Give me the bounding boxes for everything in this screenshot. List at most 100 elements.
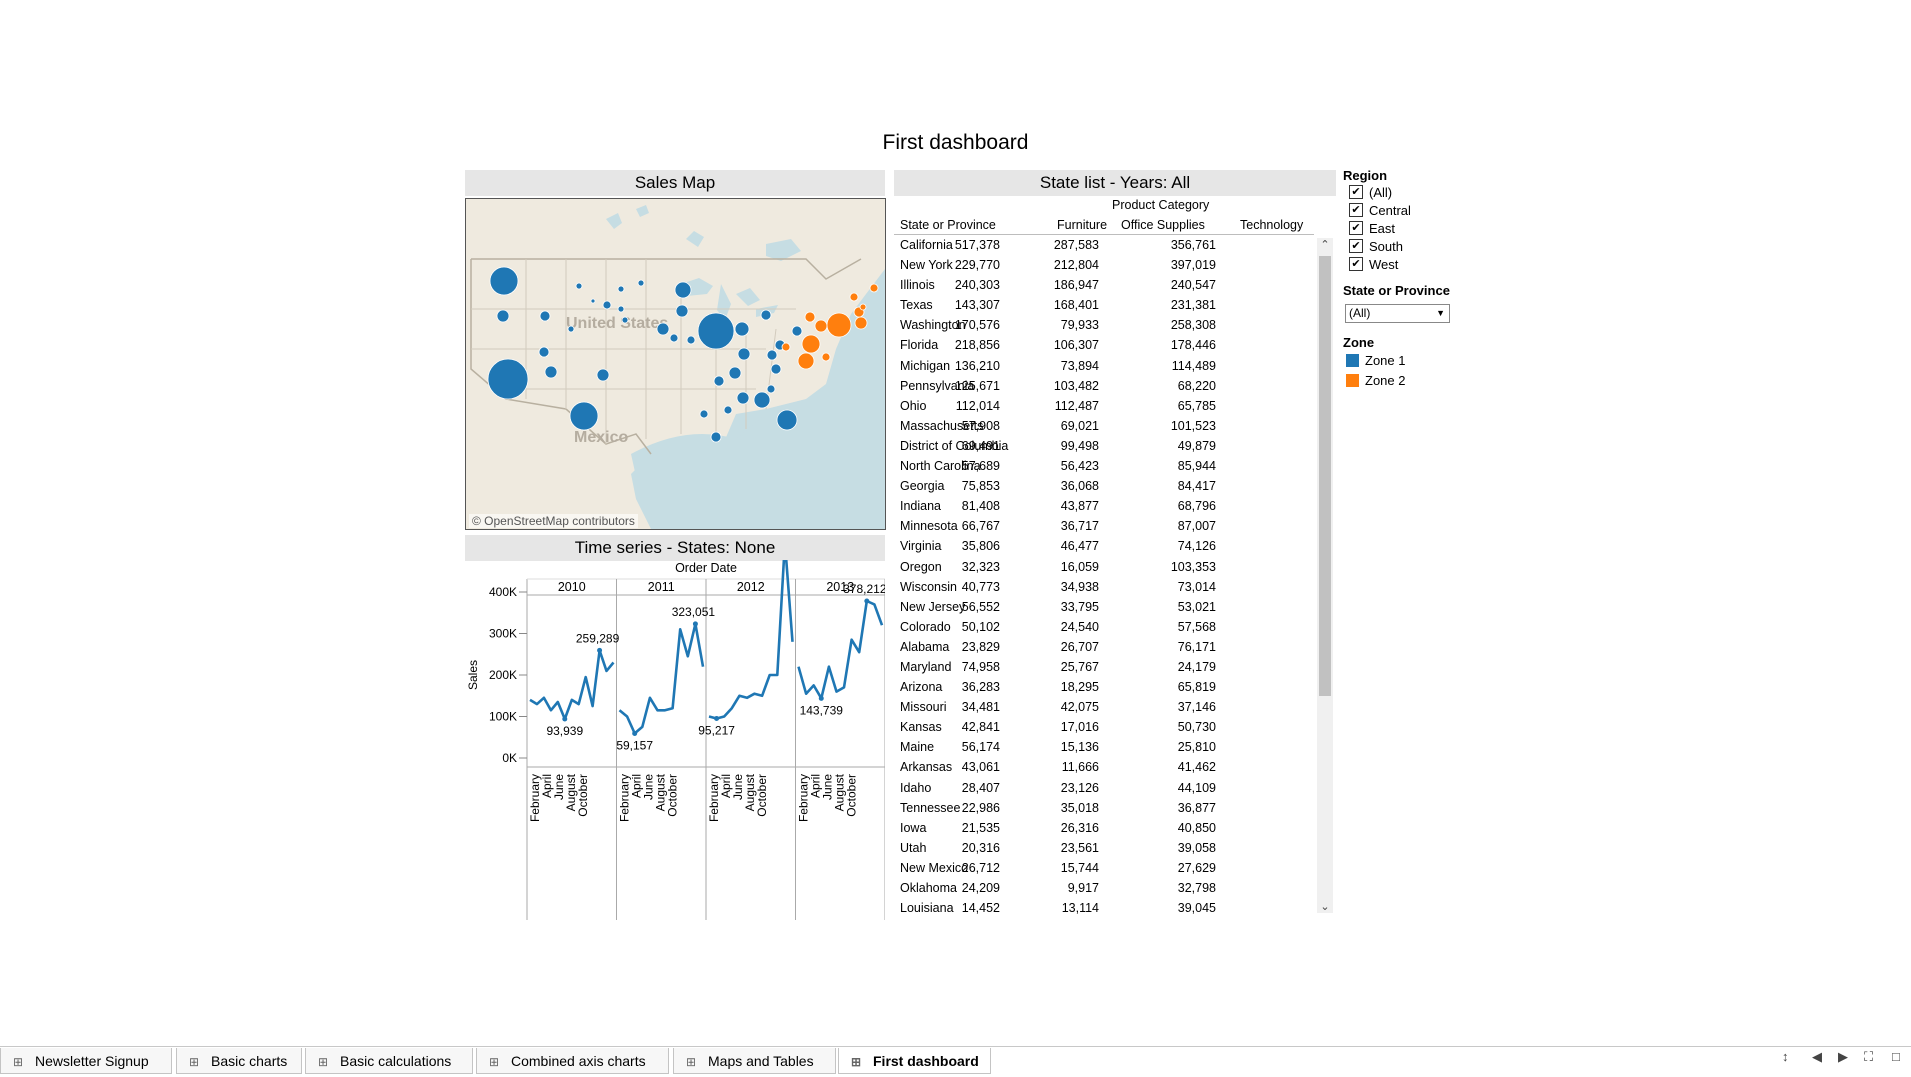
sheet-tab[interactable]: ⊞First dashboard bbox=[838, 1048, 991, 1074]
prev-sheet-icon[interactable]: ◀ bbox=[1812, 1049, 1822, 1065]
map-bubble-zone1[interactable] bbox=[597, 369, 609, 381]
checkbox-checked-icon[interactable]: ✔ bbox=[1349, 221, 1363, 235]
map-bubble-zone1[interactable] bbox=[754, 392, 770, 408]
map-bubble-zone1[interactable] bbox=[738, 348, 750, 360]
checkbox-checked-icon[interactable]: ✔ bbox=[1349, 239, 1363, 253]
sales-map[interactable]: United States Mexico © OpenStreetMap con… bbox=[465, 198, 886, 530]
map-bubble-zone2[interactable] bbox=[850, 293, 858, 301]
scroll-down-icon[interactable]: ⌄ bbox=[1317, 900, 1333, 913]
map-bubble-zone1[interactable] bbox=[687, 336, 695, 344]
map-bubble-zone2[interactable] bbox=[805, 312, 815, 322]
region-option[interactable]: ✔Central bbox=[1343, 201, 1473, 219]
map-bubble-zone1[interactable] bbox=[737, 392, 749, 404]
checkbox-checked-icon[interactable]: ✔ bbox=[1349, 203, 1363, 217]
map-bubble-zone1[interactable] bbox=[735, 322, 749, 336]
map-canvas[interactable]: United States Mexico bbox=[466, 199, 885, 529]
sheet-tab[interactable]: ⊞Maps and Tables bbox=[673, 1048, 836, 1074]
fullscreen-icon[interactable]: ⛶ bbox=[1864, 1049, 1873, 1065]
map-bubble-zone1[interactable] bbox=[570, 402, 598, 430]
map-bubble-zone1[interactable] bbox=[490, 267, 518, 295]
map-bubble-zone2[interactable] bbox=[827, 313, 851, 337]
map-bubble-zone2[interactable] bbox=[782, 343, 790, 351]
map-bubble-zone1[interactable] bbox=[711, 432, 721, 442]
map-bubble-zone2[interactable] bbox=[822, 353, 830, 361]
map-bubble-zone2[interactable] bbox=[802, 335, 820, 353]
scroll-up-icon[interactable]: ⌃ bbox=[1317, 238, 1333, 251]
col-header-office-supplies[interactable]: Office Supplies bbox=[1121, 218, 1205, 232]
comment-icon[interactable]: □ bbox=[1892, 1049, 1900, 1064]
sheet-tab[interactable]: ⊞Basic calculations bbox=[305, 1048, 473, 1074]
map-bubble-zone1[interactable] bbox=[670, 334, 678, 342]
checkbox-checked-icon[interactable]: ✔ bbox=[1349, 257, 1363, 271]
timeseries-chart[interactable]: Order DateSales0K100K200K300K400K500K201… bbox=[465, 560, 885, 920]
state-dropdown[interactable]: (All) ▼ bbox=[1345, 304, 1450, 323]
map-bubble-zone1[interactable] bbox=[618, 286, 624, 292]
checkbox-checked-icon[interactable]: ✔ bbox=[1349, 185, 1363, 199]
map-bubble-zone2[interactable] bbox=[855, 317, 867, 329]
map-bubble-zone1[interactable] bbox=[497, 310, 509, 322]
zone-legend-item[interactable]: Zone 2 bbox=[1343, 370, 1473, 390]
map-bubble-zone1[interactable] bbox=[568, 326, 574, 332]
map-bubble-zone1[interactable] bbox=[603, 301, 611, 309]
map-bubble-zone1[interactable] bbox=[771, 364, 781, 374]
sheet-tab[interactable]: ⊞Basic charts bbox=[176, 1048, 302, 1074]
map-bubble-zone1[interactable] bbox=[729, 367, 741, 379]
map-bubble-zone2[interactable] bbox=[815, 320, 827, 332]
map-bubble-zone1[interactable] bbox=[618, 306, 624, 312]
map-bubble-zone1[interactable] bbox=[767, 385, 775, 393]
map-bubble-zone1[interactable] bbox=[767, 350, 777, 360]
map-bubble-zone1[interactable] bbox=[622, 317, 628, 323]
map-bubble-zone1[interactable] bbox=[777, 410, 797, 430]
table-scrollbar[interactable]: ⌃ ⌄ bbox=[1317, 238, 1333, 913]
next-sheet-icon[interactable]: ▶ bbox=[1838, 1049, 1848, 1065]
sheet-tab[interactable]: ⊞Combined axis charts bbox=[476, 1048, 669, 1074]
col-header-furniture[interactable]: Furniture bbox=[1057, 218, 1107, 232]
map-bubble-zone2[interactable] bbox=[860, 304, 866, 310]
map-bubble-zone1[interactable] bbox=[540, 311, 550, 321]
map-bubble-zone1[interactable] bbox=[657, 323, 669, 335]
map-bubble-zone1[interactable] bbox=[700, 410, 708, 418]
region-option[interactable]: ✔East bbox=[1343, 219, 1473, 237]
map-bubble-zone2[interactable] bbox=[798, 353, 814, 369]
col-header-technology[interactable]: Technology bbox=[1240, 218, 1303, 232]
region-option[interactable]: ✔(All) bbox=[1343, 183, 1473, 201]
map-bubble-zone1[interactable] bbox=[714, 376, 724, 386]
col-header-state[interactable]: State or Province bbox=[900, 218, 996, 232]
map-bubble-zone1[interactable] bbox=[792, 326, 802, 336]
zone-legend-item[interactable]: Zone 1 bbox=[1343, 350, 1473, 370]
map-bubble-zone1[interactable] bbox=[539, 347, 549, 357]
map-bubble-zone2[interactable] bbox=[870, 284, 878, 292]
tab-scroll-icon[interactable]: ↕ bbox=[1782, 1049, 1789, 1064]
map-bubble-zone1[interactable] bbox=[638, 280, 644, 286]
map-bubble-zone1[interactable] bbox=[591, 299, 595, 303]
sheet-tab[interactable]: ⊞Newsletter Signup bbox=[0, 1048, 172, 1074]
